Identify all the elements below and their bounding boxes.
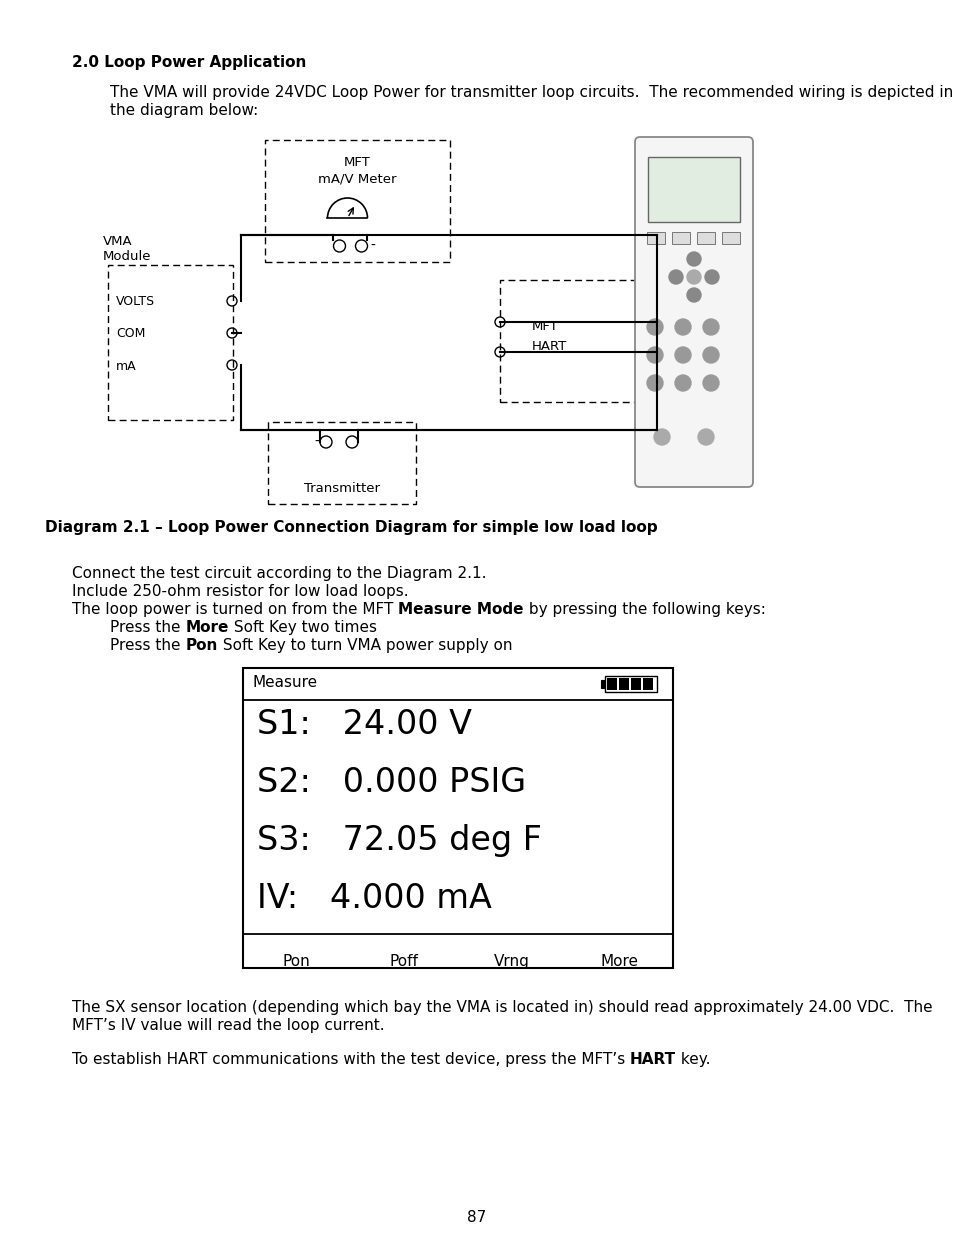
Bar — [671, 232, 689, 245]
Text: HART: HART — [532, 340, 567, 353]
Bar — [646, 232, 664, 245]
Circle shape — [675, 319, 690, 335]
Circle shape — [702, 319, 719, 335]
Text: VMA: VMA — [103, 235, 132, 248]
Bar — [499, 280, 651, 403]
Text: Press the: Press the — [110, 638, 185, 653]
Text: mA/V Meter: mA/V Meter — [318, 172, 396, 185]
Bar — [642, 678, 652, 690]
Text: 2.0 Loop Power Application: 2.0 Loop Power Application — [71, 56, 306, 70]
Text: Pon: Pon — [185, 638, 217, 653]
Circle shape — [704, 270, 719, 284]
Circle shape — [675, 375, 690, 391]
Text: The SX sensor location (depending which bay the VMA is located in) should read a: The SX sensor location (depending which … — [71, 1000, 932, 1015]
Text: Transmitter: Transmitter — [304, 482, 379, 495]
Bar — [604, 676, 657, 692]
Text: VOLTS: VOLTS — [116, 295, 155, 308]
Text: Diagram 2.1 – Loop Power Connection Diagram for simple low load loop: Diagram 2.1 – Loop Power Connection Diag… — [45, 520, 657, 535]
Bar — [618, 678, 628, 690]
Bar — [268, 422, 416, 504]
Circle shape — [686, 288, 700, 303]
Text: S1:   24.00 V: S1: 24.00 V — [256, 708, 472, 741]
Bar — [606, 678, 617, 690]
Text: Measure Mode: Measure Mode — [397, 601, 523, 618]
Text: The VMA will provide 24VDC Loop Power for transmitter loop circuits.  The recomm: The VMA will provide 24VDC Loop Power fo… — [110, 85, 952, 100]
Circle shape — [698, 429, 713, 445]
Text: 87: 87 — [467, 1210, 486, 1225]
Bar — [243, 668, 672, 968]
Text: MFT: MFT — [344, 156, 371, 169]
Text: Include 250-ohm resistor for low load loops.: Include 250-ohm resistor for low load lo… — [71, 584, 408, 599]
Text: by pressing the following keys:: by pressing the following keys: — [523, 601, 765, 618]
Bar — [630, 678, 640, 690]
Circle shape — [646, 347, 662, 363]
Bar — [265, 140, 450, 262]
Text: Press the: Press the — [110, 620, 185, 635]
Circle shape — [702, 375, 719, 391]
Text: Poff: Poff — [390, 953, 418, 969]
Text: Module: Module — [103, 249, 152, 263]
Text: Soft Key to turn VMA power supply on: Soft Key to turn VMA power supply on — [217, 638, 512, 653]
Bar — [108, 266, 233, 420]
Text: MFT’s IV value will read the loop current.: MFT’s IV value will read the loop curren… — [71, 1018, 384, 1032]
Text: Measure: Measure — [253, 676, 317, 690]
Text: S3:   72.05 deg F: S3: 72.05 deg F — [256, 824, 541, 857]
Text: S2:   0.000 PSIG: S2: 0.000 PSIG — [256, 766, 525, 799]
Bar — [697, 232, 714, 245]
Text: MFT: MFT — [532, 320, 558, 333]
Circle shape — [686, 252, 700, 266]
Circle shape — [675, 347, 690, 363]
Text: More: More — [185, 620, 229, 635]
Circle shape — [646, 375, 662, 391]
Bar — [600, 680, 604, 688]
Circle shape — [654, 429, 669, 445]
Text: mA: mA — [116, 359, 136, 373]
Text: Connect the test circuit according to the Diagram 2.1.: Connect the test circuit according to th… — [71, 566, 486, 580]
Circle shape — [668, 270, 682, 284]
Text: -: - — [314, 435, 318, 450]
Text: Vrng: Vrng — [494, 953, 529, 969]
Circle shape — [646, 319, 662, 335]
Text: To establish HART communications with the test device, press the MFT’s: To establish HART communications with th… — [71, 1052, 630, 1067]
Circle shape — [686, 270, 700, 284]
FancyBboxPatch shape — [635, 137, 752, 487]
Text: HART: HART — [630, 1052, 676, 1067]
Text: the diagram below:: the diagram below: — [110, 103, 258, 119]
Text: IV:   4.000 mA: IV: 4.000 mA — [256, 882, 492, 915]
Text: More: More — [599, 953, 638, 969]
Bar — [647, 157, 740, 222]
Text: Pon: Pon — [283, 953, 311, 969]
Circle shape — [702, 347, 719, 363]
Text: Soft Key two times: Soft Key two times — [229, 620, 376, 635]
Text: -: - — [370, 240, 375, 253]
Text: key.: key. — [676, 1052, 710, 1067]
Text: COM: COM — [116, 327, 145, 340]
Bar — [721, 232, 740, 245]
Text: The loop power is turned on from the MFT: The loop power is turned on from the MFT — [71, 601, 397, 618]
